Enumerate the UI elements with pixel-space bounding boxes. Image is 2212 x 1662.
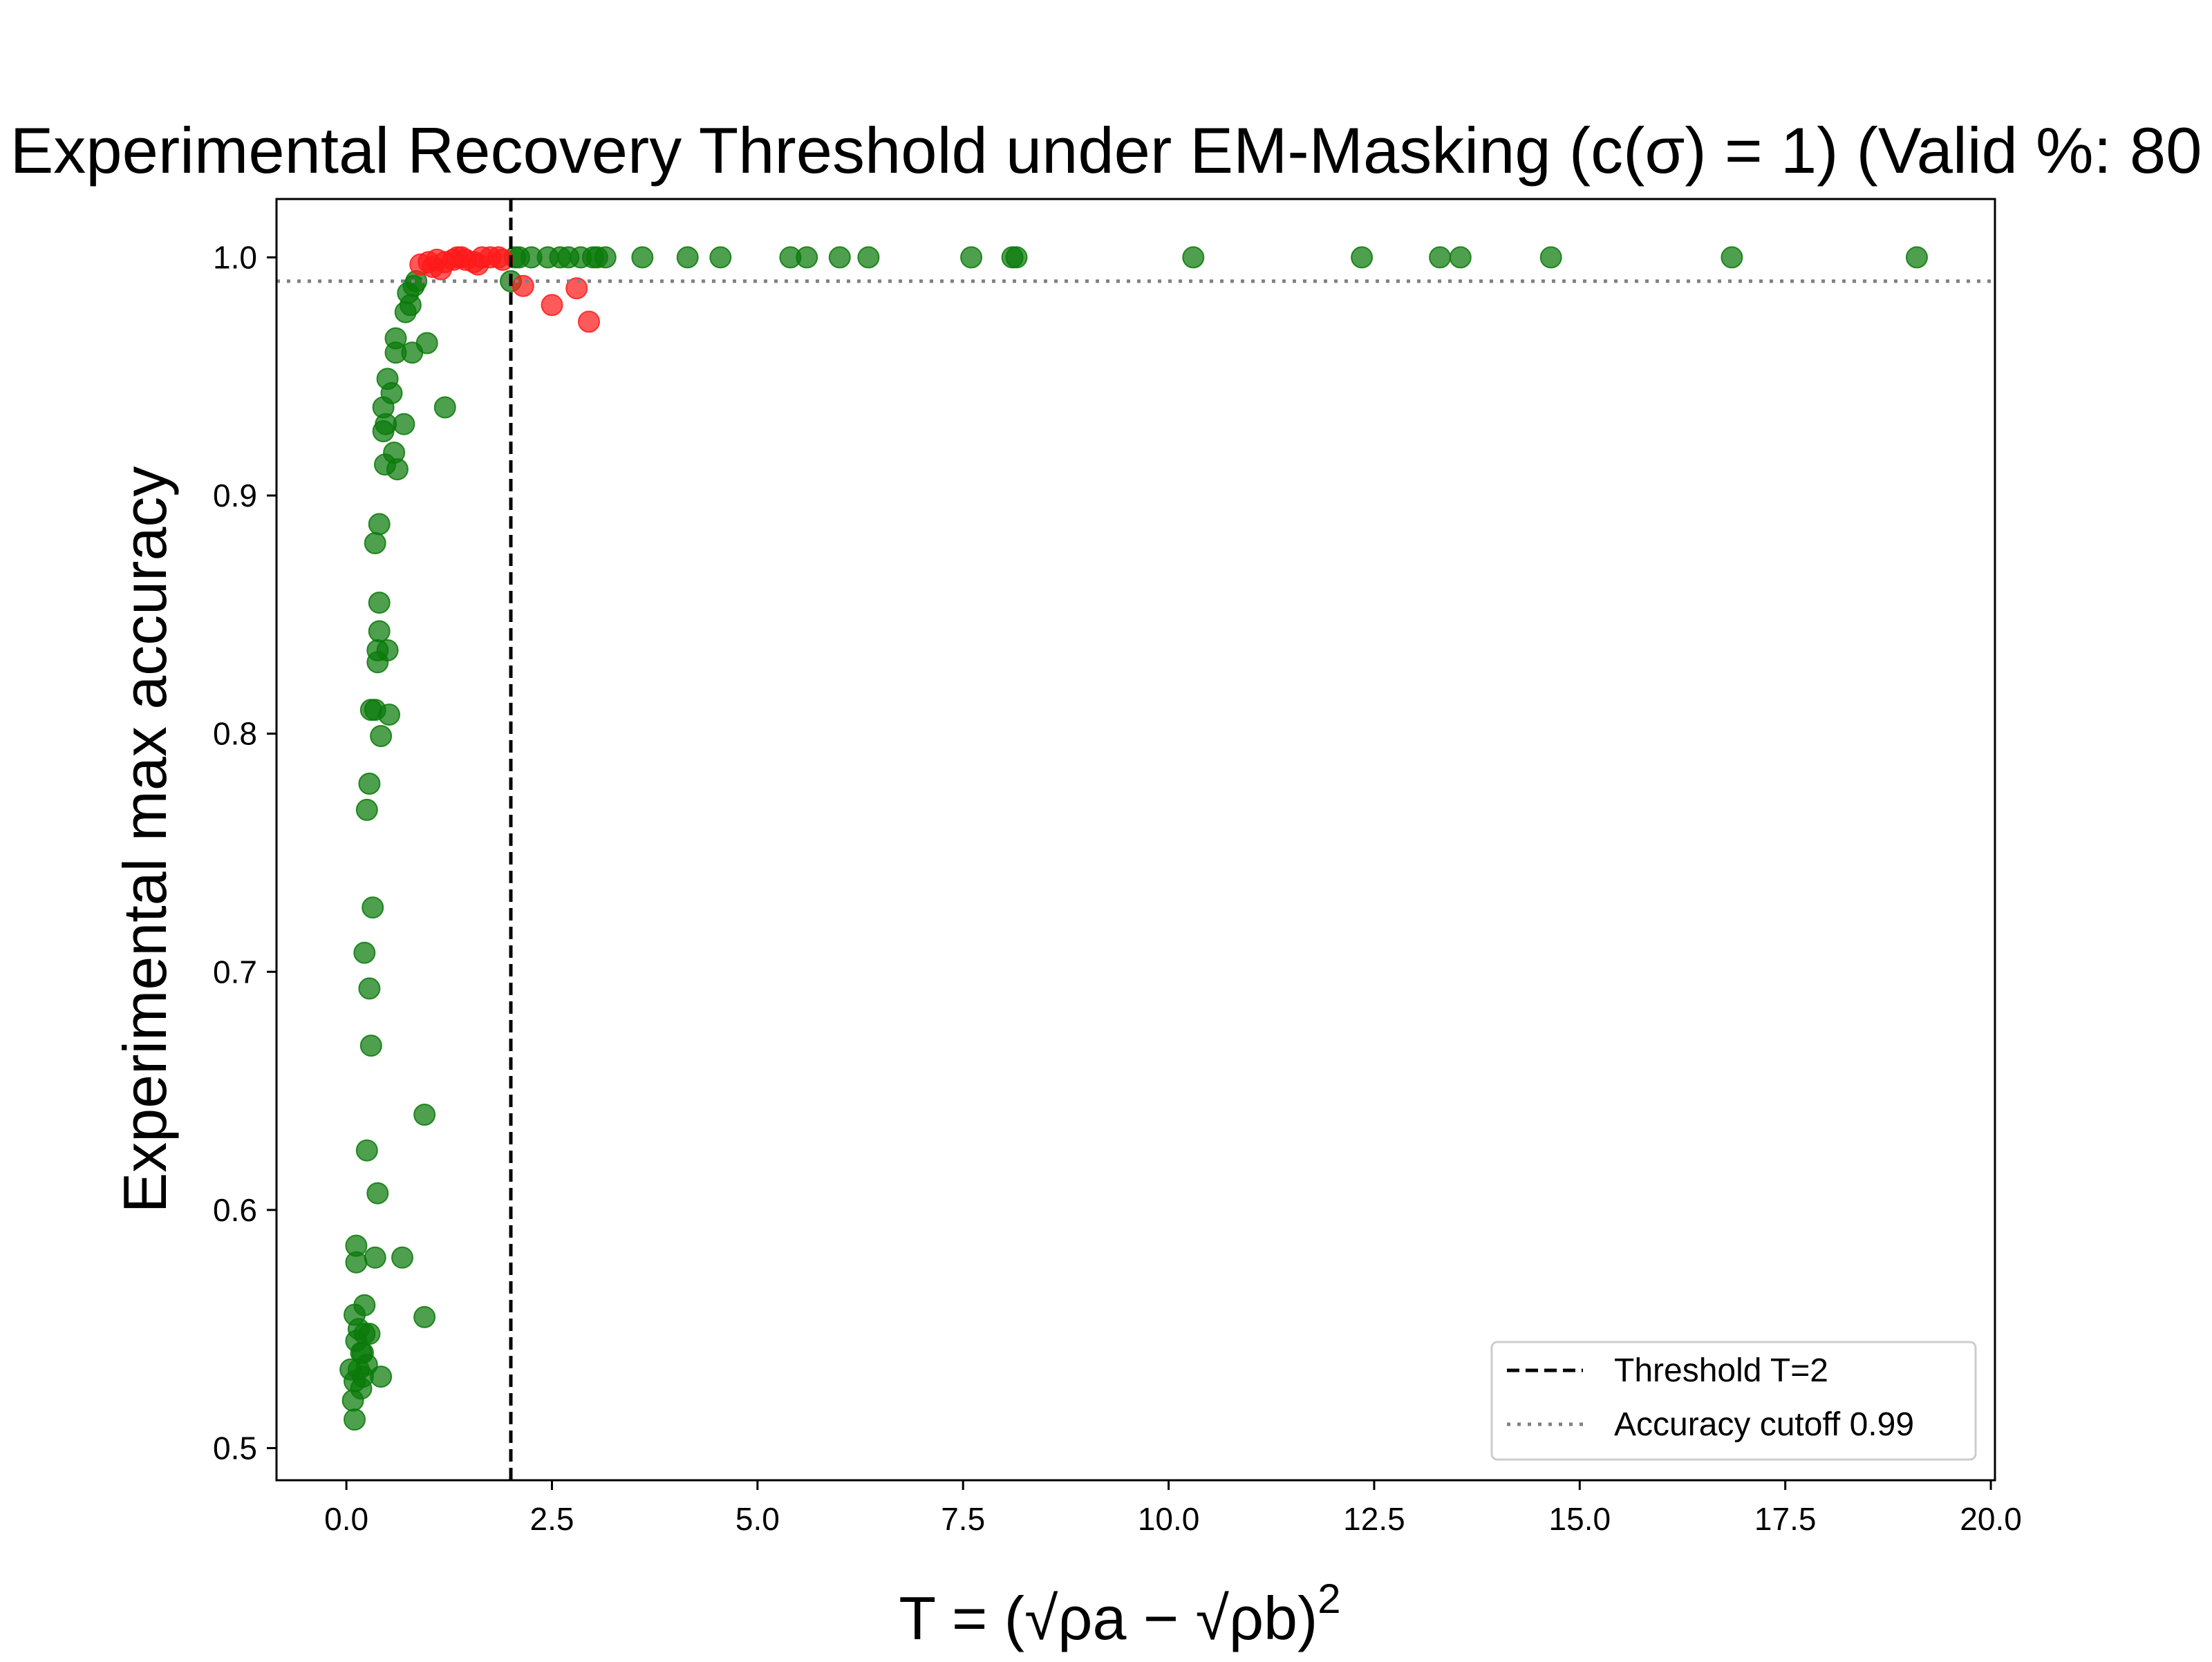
data-point-green-34: [368, 592, 391, 614]
data-point-green-50: [393, 413, 415, 435]
data-point-green-78: [857, 246, 880, 269]
data-point-green-59: [415, 332, 438, 355]
x-axis-label-text: T = (√ρa − √ρb): [899, 1584, 1318, 1652]
data-point-red-17: [541, 294, 563, 317]
data-point-green-84: [1429, 246, 1452, 269]
data-point-green-19: [370, 1366, 393, 1388]
x-tick-label: 17.5: [1754, 1501, 1817, 1537]
data-point-green-17: [358, 1323, 381, 1345]
data-point-green-30: [366, 1182, 389, 1205]
data-point-green-53: [399, 294, 422, 317]
points-layer: [339, 246, 1928, 1431]
data-point-green-13: [353, 1294, 376, 1316]
data-point-green-60: [433, 396, 456, 419]
data-point-green-21: [355, 1139, 378, 1162]
legend-box: [1490, 1341, 1977, 1461]
data-point-green-16: [355, 1353, 378, 1376]
y-tick-label: 0.9: [213, 478, 257, 513]
data-point-green-29: [364, 532, 386, 554]
y-tick-label: 0.5: [213, 1430, 257, 1466]
data-point-green-35: [368, 513, 391, 536]
x-axis-label-superscript: 2: [1318, 1576, 1340, 1622]
data-point-green-86: [1539, 246, 1562, 269]
data-point-green-77: [828, 246, 851, 269]
data-point-green-43: [378, 703, 400, 726]
data-point-green-87: [1721, 246, 1743, 269]
data-point-green-2: [344, 1408, 366, 1431]
data-point-green-24: [358, 773, 381, 795]
x-tick-label: 20.0: [1960, 1501, 2022, 1537]
data-point-green-20: [353, 941, 376, 964]
data-point-red-15: [491, 248, 514, 271]
data-point-green-58: [413, 1305, 436, 1328]
y-tick-label: 0.7: [213, 954, 257, 990]
data-point-green-72: [631, 246, 654, 269]
data-point-green-71: [594, 246, 617, 269]
data-point-green-42: [376, 639, 399, 661]
data-point-green-85: [1449, 246, 1472, 269]
data-point-green-23: [358, 977, 381, 1000]
data-point-green-82: [1182, 246, 1205, 269]
legend-threshold-label: Threshold T=2: [1614, 1352, 1828, 1389]
data-point-green-83: [1351, 246, 1374, 269]
x-tick-label: 5.0: [735, 1501, 780, 1537]
data-point-green-49: [391, 1246, 413, 1269]
y-tick-label: 0.8: [213, 716, 257, 752]
data-point-red-18: [565, 277, 588, 300]
data-point-green-76: [796, 246, 818, 269]
reference-lines: [276, 199, 1995, 1480]
x-tick-label: 15.0: [1549, 1501, 1611, 1537]
x-tick-label: 0.0: [324, 1501, 368, 1537]
data-point-green-26: [362, 896, 384, 919]
data-point-green-74: [709, 246, 732, 269]
y-axis-label: Experimental max accuracy: [111, 466, 179, 1214]
y-tick-label: 1.0: [213, 239, 257, 275]
data-point-green-81: [1005, 246, 1028, 269]
data-point-green-18: [364, 1246, 386, 1269]
x-axis-ticks: 0.0 2.5 5.0 7.5 10.0 12.5 15.0 17.5 20.0: [324, 1480, 2022, 1537]
data-point-green-25: [359, 1035, 382, 1057]
y-axis-ticks: 0.5 0.6 0.7 0.8 0.9 1.0: [213, 239, 276, 1466]
legend-cutoff-label: Accuracy cutoff 0.99: [1614, 1406, 1914, 1443]
data-point-green-88: [1906, 246, 1928, 269]
data-point-green-47: [384, 327, 407, 350]
data-point-green-33: [368, 620, 391, 643]
data-point-green-7: [345, 1234, 368, 1257]
x-tick-label: 2.5: [529, 1501, 574, 1537]
y-tick-label: 0.6: [213, 1192, 257, 1228]
plot-frame: [275, 198, 1996, 1482]
data-point-red-16: [512, 274, 534, 297]
x-axis-label: T = (√ρa − √ρb)2: [899, 1576, 1340, 1652]
legend: Threshold T=2 Accuracy cutoff 0.99: [1490, 1341, 1977, 1461]
data-point-green-57: [413, 1104, 436, 1126]
data-point-green-44: [380, 381, 403, 404]
x-tick-label: 10.0: [1138, 1501, 1200, 1537]
data-point-green-22: [355, 798, 378, 821]
data-point-green-48: [386, 458, 409, 481]
data-point-green-79: [960, 246, 983, 269]
data-point-red-19: [578, 310, 600, 333]
chart-title: Experimental Recovery Threshold under EM…: [10, 114, 2202, 187]
x-tick-label: 7.5: [941, 1501, 985, 1537]
data-point-green-73: [676, 246, 699, 269]
data-point-green-36: [370, 725, 393, 748]
x-tick-label: 12.5: [1343, 1501, 1405, 1537]
